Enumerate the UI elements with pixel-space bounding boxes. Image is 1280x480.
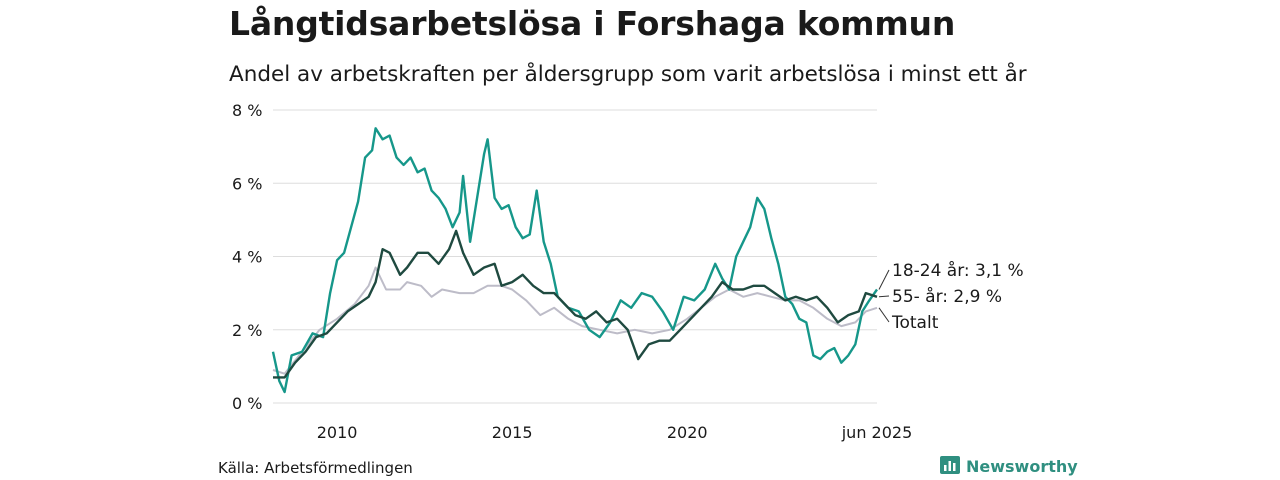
y-tick-label: 8 % xyxy=(232,101,262,120)
chart-bars-icon xyxy=(940,456,960,474)
end-label-older: 55- år: 2,9 % xyxy=(892,286,1002,307)
x-tick-label: jun 2025 xyxy=(841,423,913,442)
end-labels: Totalt 18-24 år: 3,1 % 55- år: 2,9 % xyxy=(878,260,1024,333)
y-tick-label: 4 % xyxy=(232,248,262,267)
x-tick-label: 2020 xyxy=(667,423,708,442)
y-tick-label: 0 % xyxy=(232,394,262,413)
brand-logo: Newsworthy xyxy=(940,456,1078,476)
x-tick-label: 2015 xyxy=(492,423,533,442)
y-tick-label: 2 % xyxy=(232,321,262,340)
gridlines xyxy=(273,109,877,404)
leader-line xyxy=(878,269,890,290)
chart-subtitle: Andel av arbetskraften per åldersgrupp s… xyxy=(229,62,1027,87)
series-line-youth xyxy=(271,127,878,394)
leader-line xyxy=(878,307,890,323)
end-label-youth: 18-24 år: 3,1 % xyxy=(892,260,1024,281)
y-tick-label: 6 % xyxy=(232,174,262,193)
series-line-older xyxy=(273,229,878,379)
leader-line xyxy=(878,295,890,298)
source-note: Källa: Arbetsförmedlingen xyxy=(218,459,413,477)
x-tick-label: 2010 xyxy=(317,423,358,442)
y-axis-ticks: 0 % 2 % 4 % 6 % 8 % xyxy=(232,101,262,413)
x-axis-ticks: 2010 2015 2020 jun 2025 xyxy=(317,423,913,442)
series-lines xyxy=(271,127,878,394)
series-line-total xyxy=(272,266,878,375)
end-label-total: Totalt xyxy=(891,313,939,333)
brand-name: Newsworthy xyxy=(966,456,1078,476)
chart-title: Långtidsarbetslösa i Forshaga kommun xyxy=(229,4,956,43)
